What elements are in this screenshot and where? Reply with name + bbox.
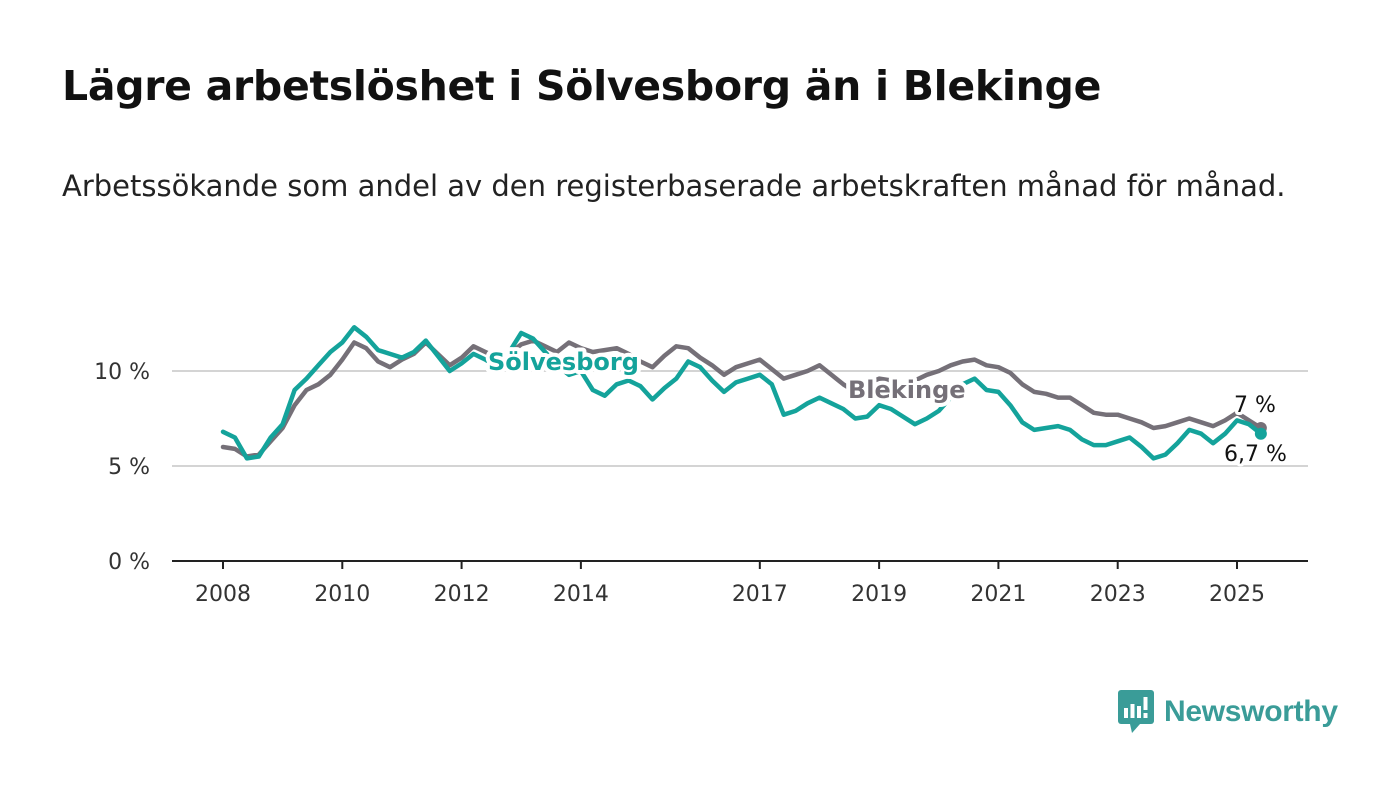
grid — [172, 370, 1308, 467]
x-tick-label: 2008 — [195, 582, 251, 607]
x-tick-label: 2012 — [434, 582, 490, 607]
newsworthy-logo: Newsworthy — [1118, 690, 1338, 734]
x-axis: 0 % 5 % 10 % 2008 2010 2012 2014 2017 2019 2021 20… — [94, 360, 1308, 607]
series-line-s-lvesborg — [220, 325, 1264, 461]
series-end-point — [1254, 427, 1267, 440]
chart-subtitle: Arbetssökande som andel av den registerb… — [62, 169, 1286, 203]
series-labels: Blekinge Sölvesborg 7 % 6,7 % — [484, 344, 1290, 470]
series-line-blekinge — [220, 338, 1264, 459]
series-end-label: 6,7 % — [1224, 442, 1287, 467]
series-end-label: 7 % — [1234, 393, 1276, 418]
x-tick-label: 2010 — [314, 582, 370, 607]
y-tick-label: 10 % — [94, 360, 150, 385]
y-tick-label: 5 % — [108, 455, 150, 480]
series-name-label: Blekinge — [848, 376, 966, 404]
x-tick-label: 2014 — [553, 582, 609, 607]
x-tick-label: 2017 — [732, 582, 788, 607]
x-tick-label: 2023 — [1090, 582, 1146, 607]
series-name-label: Sölvesborg — [488, 348, 639, 376]
y-tick-label: 0 % — [108, 550, 150, 575]
brand-name: Newsworthy — [1164, 695, 1338, 728]
chart-title: Lägre arbetslöshet i Sölvesborg än i Ble… — [62, 62, 1102, 110]
x-tick-label: 2025 — [1209, 582, 1265, 607]
series-lines — [220, 325, 1267, 461]
x-tick-label: 2021 — [970, 582, 1026, 607]
x-tick-label: 2019 — [851, 582, 907, 607]
newsworthy-logo-icon — [1118, 690, 1154, 733]
